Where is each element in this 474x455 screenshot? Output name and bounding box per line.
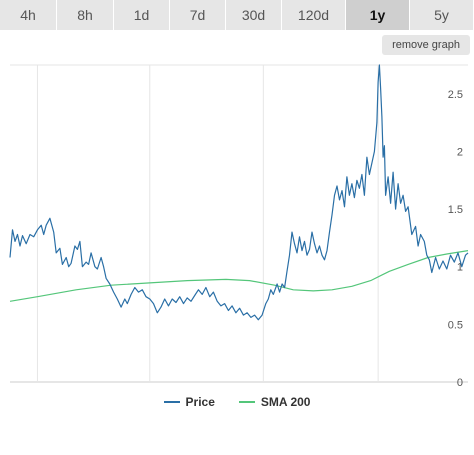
y-axis-labels: 0 0.5 1 1.5 2 2.5 (448, 89, 463, 389)
tab-1d[interactable]: 1d (114, 0, 170, 30)
legend-item-sma-200[interactable]: SMA 200 (238, 395, 311, 409)
y-tick-label: 0.5 (448, 319, 463, 331)
x-tick-label: Apr '25 (133, 389, 168, 390)
tab-30d[interactable]: 30d (226, 0, 282, 30)
y-tick-label: 1 (457, 262, 463, 274)
legend-swatch (163, 401, 180, 403)
legend-label: Price (185, 395, 215, 409)
x-tick-label: Jul '25 (248, 389, 279, 390)
y-tick-label: 1.5 (448, 204, 463, 216)
tab-4h[interactable]: 4h (0, 0, 57, 30)
x-tick-label: Jan '25 (20, 389, 55, 390)
tab-8h[interactable]: 8h (57, 0, 114, 30)
price-chart: 0 0.5 1 1.5 2 2.5 Jan '25 Apr '25 Jul '25 Oct '2… (9, 64, 469, 390)
legend-label: SMA 200 (260, 395, 311, 409)
y-tick-label: 2 (457, 146, 463, 158)
price-line (9, 64, 469, 321)
remove-graph-button[interactable]: remove graph (382, 35, 470, 55)
legend-item-price[interactable]: Price (163, 395, 215, 409)
tab-5y[interactable]: 5y (410, 0, 474, 30)
sma-200-line (9, 250, 469, 302)
tab-1y[interactable]: 1y (346, 0, 410, 30)
x-axis-labels: Jan '25 Apr '25 Jul '25 Oct '25 (20, 389, 396, 390)
chart-grid (10, 64, 468, 383)
y-tick-label: 0 (457, 377, 463, 389)
y-tick-label: 2.5 (448, 89, 463, 101)
tab-120d[interactable]: 120d (282, 0, 346, 30)
tab-7d[interactable]: 7d (170, 0, 226, 30)
chart-lines (9, 64, 469, 321)
chart-legend: Price SMA 200 (0, 392, 474, 412)
legend-swatch (238, 401, 255, 403)
timeframe-tabs: 4h 8h 1d 7d 30d 120d 1y 5y (0, 0, 474, 30)
x-tick-label: Oct '25 (361, 389, 396, 390)
